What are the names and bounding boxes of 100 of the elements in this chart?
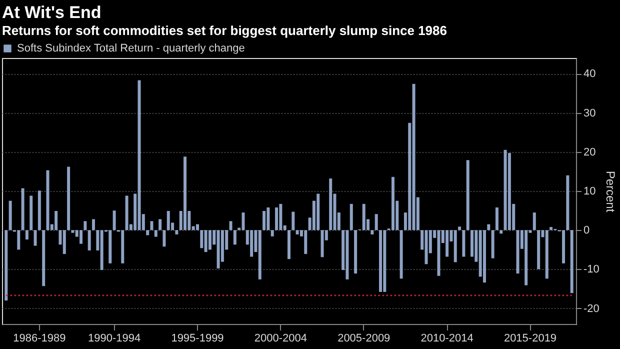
bar (17, 230, 20, 250)
bar (250, 230, 254, 257)
bar (466, 160, 470, 230)
x-tick-label: 2000-2004 (254, 332, 307, 344)
y-tick-label: 10 (584, 186, 596, 198)
chart-title: At Wit's End (2, 3, 102, 22)
bar (166, 210, 170, 230)
bar (329, 178, 332, 230)
bar (437, 230, 440, 276)
y-tick-label: 40 (584, 68, 596, 80)
bar (54, 210, 58, 230)
bar (462, 230, 466, 257)
bar (400, 230, 403, 279)
bar (516, 230, 520, 274)
bar (495, 207, 498, 230)
bar (491, 230, 494, 258)
bar (21, 188, 24, 230)
bar (562, 230, 566, 264)
bar (200, 230, 204, 248)
bar (34, 230, 37, 246)
chart-subtitle: Returns for soft commodities set for biggest quarterly slump since 1986 (2, 23, 447, 38)
bar (42, 230, 46, 286)
bar (125, 196, 128, 230)
bar (570, 230, 574, 294)
bar (25, 230, 28, 240)
bar (508, 153, 511, 230)
bar (4, 230, 8, 301)
bar (500, 230, 503, 234)
bar (92, 219, 96, 230)
bar (350, 204, 353, 230)
bar (100, 230, 104, 270)
bar (229, 221, 232, 230)
bar (233, 230, 236, 245)
bar (537, 230, 540, 270)
y-axis-title: Percent (603, 170, 618, 213)
bar (150, 221, 154, 230)
bar (67, 166, 70, 230)
y-tick-label: 20 (584, 146, 596, 158)
bar (270, 230, 274, 236)
bar (71, 230, 74, 233)
bar (138, 80, 141, 230)
bar (458, 226, 462, 230)
bar (454, 230, 457, 262)
bar (88, 230, 91, 250)
bar (184, 156, 187, 230)
x-tick-label: 2015-2019 (504, 332, 557, 344)
x-tick-label: 1986-1989 (13, 332, 66, 344)
bar (316, 194, 320, 230)
bar (482, 230, 486, 283)
bar (175, 230, 178, 234)
bar (108, 230, 112, 264)
bar (346, 230, 349, 280)
bar (38, 190, 41, 230)
bar (487, 224, 490, 230)
bar (412, 84, 416, 230)
x-tick-label: 2010-2014 (420, 332, 474, 344)
bar (362, 204, 366, 230)
x-tick-label: 2005-2009 (338, 332, 390, 344)
bar (383, 230, 386, 292)
bar (304, 230, 308, 254)
x-tick-label: 1990-1994 (88, 332, 141, 344)
y-tick-label: -10 (584, 264, 600, 276)
y-tick-label: 30 (584, 107, 596, 120)
bar (424, 230, 428, 264)
bar (80, 230, 83, 244)
y-tick-label: -20 (584, 302, 600, 315)
bar (158, 219, 162, 230)
bar (532, 212, 536, 230)
bar (524, 230, 528, 286)
y-tick-label: 0 (584, 224, 590, 237)
bar (258, 230, 262, 280)
x-tick-label: 1995-1999 (171, 332, 224, 344)
legend-label: Softs Subindex Total Return - quarterly change (17, 42, 245, 54)
bar (370, 230, 374, 234)
bar (242, 212, 245, 230)
bar (208, 230, 212, 250)
bar (296, 230, 299, 234)
bar (354, 230, 358, 274)
bar (266, 207, 270, 230)
bar (279, 204, 282, 230)
bar (379, 230, 382, 292)
bar (30, 196, 33, 230)
bar (288, 230, 290, 260)
bar (391, 176, 394, 230)
bar (112, 210, 116, 230)
bar (8, 200, 12, 230)
bar (84, 221, 87, 230)
bar (374, 214, 378, 230)
bar (545, 230, 548, 279)
bar (62, 230, 66, 254)
bar (121, 230, 124, 264)
bar (154, 230, 158, 237)
bar (204, 230, 208, 252)
bar (146, 230, 150, 236)
bar (262, 210, 266, 230)
bar (46, 170, 50, 230)
bar (550, 226, 553, 230)
bar (292, 212, 295, 230)
bar (320, 230, 324, 258)
bar (566, 175, 570, 230)
